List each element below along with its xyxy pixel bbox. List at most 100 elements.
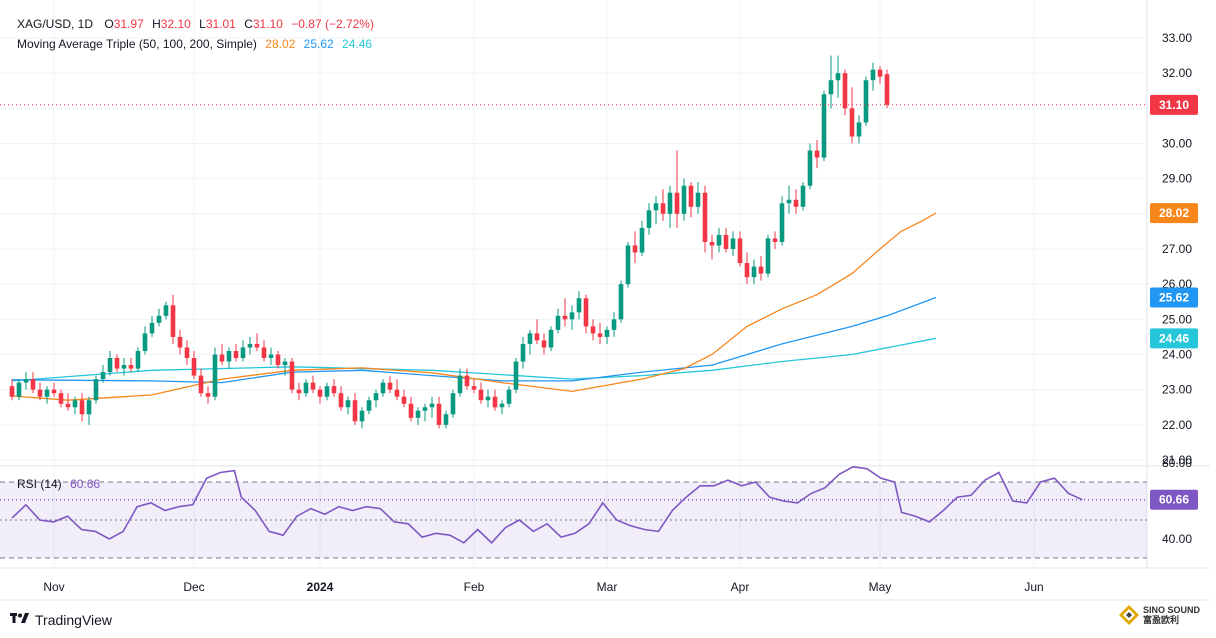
candle-down[interactable] xyxy=(198,368,204,397)
candle-up[interactable] xyxy=(373,389,379,408)
candle-up[interactable] xyxy=(121,358,127,376)
candle-down[interactable] xyxy=(184,340,190,366)
candle-down[interactable] xyxy=(233,343,239,362)
candle-down[interactable] xyxy=(758,256,764,281)
candle-up[interactable] xyxy=(695,182,701,214)
candle-down[interactable] xyxy=(674,150,680,228)
time-axis[interactable]: Nov Dec 2024 Feb Mar Apr May Jun xyxy=(43,580,1043,594)
candle-down[interactable] xyxy=(849,87,855,144)
candle-up[interactable] xyxy=(457,368,463,397)
candle-down[interactable] xyxy=(352,393,358,425)
candle-up[interactable] xyxy=(44,386,50,404)
candle-up[interactable] xyxy=(667,185,673,228)
candle-down[interactable] xyxy=(191,350,197,380)
candle-down[interactable] xyxy=(737,231,743,267)
candle-down[interactable] xyxy=(884,69,890,108)
candle-up[interactable] xyxy=(226,347,232,369)
candle-down[interactable] xyxy=(408,396,414,422)
candle-up[interactable] xyxy=(646,203,652,235)
candle-down[interactable] xyxy=(205,386,211,404)
candle-down[interactable] xyxy=(702,185,708,253)
candle-up[interactable] xyxy=(156,308,162,327)
candle-up[interactable] xyxy=(625,241,631,288)
candle-down[interactable] xyxy=(723,227,729,253)
candle-up[interactable] xyxy=(618,280,624,323)
candle-up[interactable] xyxy=(786,185,792,214)
candle-down[interactable] xyxy=(590,319,596,341)
candle-up[interactable] xyxy=(163,301,169,320)
candle-down[interactable] xyxy=(464,368,470,390)
candle-up[interactable] xyxy=(821,90,827,162)
candle-up[interactable] xyxy=(324,382,330,401)
candle-up[interactable] xyxy=(86,396,92,425)
candle-up[interactable] xyxy=(653,196,659,225)
candle-down[interactable] xyxy=(793,189,799,214)
candle-down[interactable] xyxy=(387,375,393,394)
candle-up[interactable] xyxy=(639,220,645,257)
candle-up[interactable] xyxy=(863,76,869,126)
candle-down[interactable] xyxy=(534,319,540,344)
candle-up[interactable] xyxy=(16,379,22,401)
candle-down[interactable] xyxy=(177,329,183,355)
candle-up[interactable] xyxy=(499,400,505,415)
candle-down[interactable] xyxy=(709,234,715,260)
candle-down[interactable] xyxy=(814,139,820,169)
candle-down[interactable] xyxy=(65,393,71,411)
candle-up[interactable] xyxy=(485,389,491,408)
candle-up[interactable] xyxy=(380,379,386,397)
candle-up[interactable] xyxy=(303,379,309,397)
candle-up[interactable] xyxy=(569,305,575,330)
candle-up[interactable] xyxy=(247,336,253,355)
candle-down[interactable] xyxy=(394,379,400,401)
candle-down[interactable] xyxy=(562,298,568,327)
candle-down[interactable] xyxy=(583,294,589,334)
candle-up[interactable] xyxy=(681,178,687,221)
candle-up[interactable] xyxy=(576,291,582,320)
candle-up[interactable] xyxy=(835,55,841,98)
candle-down[interactable] xyxy=(772,231,778,249)
candle-down[interactable] xyxy=(170,294,176,344)
candle-up[interactable] xyxy=(751,259,757,285)
candle-down[interactable] xyxy=(632,231,638,264)
candle-up[interactable] xyxy=(520,336,526,369)
candle-down[interactable] xyxy=(289,358,295,394)
candle-up[interactable] xyxy=(513,358,519,394)
candle-down[interactable] xyxy=(688,182,694,218)
candle-up[interactable] xyxy=(779,196,785,246)
candle-up[interactable] xyxy=(527,329,533,355)
candle-down[interactable] xyxy=(114,354,120,373)
candle-up[interactable] xyxy=(506,386,512,408)
candle-down[interactable] xyxy=(401,389,407,408)
candle-down[interactable] xyxy=(338,386,344,411)
candle-down[interactable] xyxy=(660,189,666,221)
candle-up[interactable] xyxy=(23,372,29,390)
candle-down[interactable] xyxy=(492,389,498,411)
candle-down[interactable] xyxy=(58,389,64,408)
candle-up[interactable] xyxy=(800,182,806,211)
candle-down[interactable] xyxy=(128,358,134,373)
candle-up[interactable] xyxy=(604,326,610,344)
candle-up[interactable] xyxy=(212,347,218,401)
candle-up[interactable] xyxy=(856,115,862,144)
candle-up[interactable] xyxy=(415,407,421,425)
candle-down[interactable] xyxy=(30,372,36,394)
tradingview-logo[interactable]: TradingView xyxy=(10,611,112,628)
candle-up[interactable] xyxy=(807,143,813,190)
candle-up[interactable] xyxy=(548,326,554,351)
candle-down[interactable] xyxy=(842,69,848,116)
candle-up[interactable] xyxy=(240,340,246,362)
candle-up[interactable] xyxy=(443,410,449,429)
candle-up[interactable] xyxy=(422,403,428,422)
candle-down[interactable] xyxy=(37,382,43,401)
candles[interactable] xyxy=(9,55,890,429)
candle-down[interactable] xyxy=(310,375,316,394)
candle-up[interactable] xyxy=(107,350,113,376)
candle-up[interactable] xyxy=(555,308,561,334)
candle-up[interactable] xyxy=(450,389,456,418)
candle-up[interactable] xyxy=(100,365,106,383)
candle-down[interactable] xyxy=(275,350,281,369)
candle-down[interactable] xyxy=(597,322,603,344)
candle-up[interactable] xyxy=(345,396,351,415)
candle-up[interactable] xyxy=(730,231,736,257)
